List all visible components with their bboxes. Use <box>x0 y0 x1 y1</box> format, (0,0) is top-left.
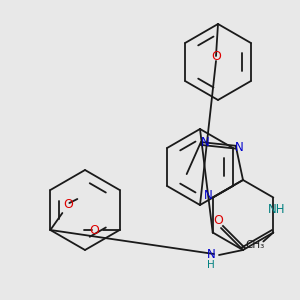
Text: CH₃: CH₃ <box>246 239 265 250</box>
Text: NH: NH <box>268 203 285 216</box>
Text: O: O <box>90 224 100 236</box>
Text: N: N <box>204 189 213 202</box>
Text: O: O <box>211 50 221 62</box>
Text: O: O <box>213 214 223 227</box>
Text: N: N <box>235 141 244 154</box>
Text: N: N <box>200 136 209 148</box>
Text: N: N <box>207 248 215 262</box>
Text: O: O <box>63 199 73 212</box>
Text: H: H <box>207 260 215 270</box>
